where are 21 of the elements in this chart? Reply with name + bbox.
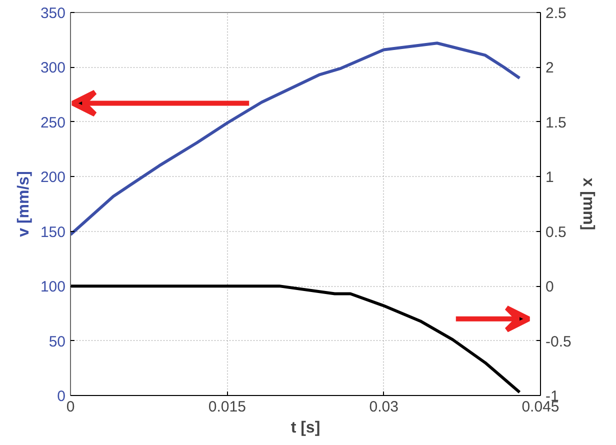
x-tick-label: 0.015 xyxy=(208,398,246,416)
y2-tick-label: 2 xyxy=(546,60,554,77)
y-tick-label: 50 xyxy=(48,333,66,350)
y-tick-label: 0 xyxy=(57,388,66,405)
y2-tick-label: 1.5 xyxy=(546,114,566,132)
y2-axis-title: x [mm] xyxy=(579,178,596,230)
y2-tick-label: 2.5 xyxy=(546,5,566,22)
y2-tick-label: 1 xyxy=(546,169,554,186)
y-tick-label: 350 xyxy=(40,5,66,22)
x-axis-title: t [s] xyxy=(290,420,320,436)
y2-tick-label: -0.5 xyxy=(546,333,572,350)
y2-tick-label: 0.5 xyxy=(546,224,566,241)
y-tick-label: 250 xyxy=(40,114,66,132)
y2-tick-label: 0 xyxy=(546,278,554,296)
y-tick-label: 300 xyxy=(40,60,66,77)
line-series xyxy=(70,42,522,236)
y-axis-title: v [mm/s] xyxy=(15,171,32,237)
y-tick-label: 100 xyxy=(40,278,66,296)
y-tick-label: 150 xyxy=(40,224,66,241)
x-tick-label: 0.03 xyxy=(369,398,398,416)
y-tick-label: 200 xyxy=(40,169,66,186)
